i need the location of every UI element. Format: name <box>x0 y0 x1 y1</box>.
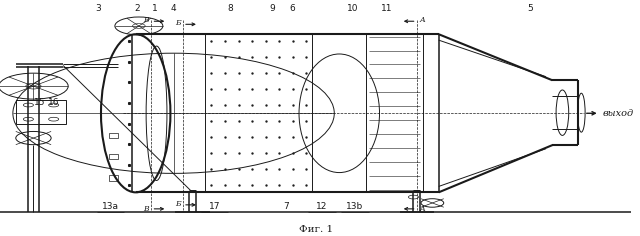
Text: 2: 2 <box>135 4 140 13</box>
Circle shape <box>132 24 145 28</box>
Text: 12: 12 <box>316 202 328 211</box>
Text: 6: 6 <box>289 4 295 13</box>
Text: В: В <box>143 205 149 213</box>
Bar <box>109 175 118 181</box>
Text: 5: 5 <box>527 4 533 13</box>
Text: 15: 15 <box>34 98 45 107</box>
Bar <box>16 100 67 124</box>
Text: 9: 9 <box>270 4 276 13</box>
Text: 17: 17 <box>209 202 220 211</box>
Bar <box>109 154 118 159</box>
Text: 11: 11 <box>381 4 392 13</box>
Text: 1: 1 <box>152 4 157 13</box>
Text: 8: 8 <box>227 4 233 13</box>
Text: Фиг. 1: Фиг. 1 <box>298 225 333 234</box>
Text: 7: 7 <box>283 202 289 211</box>
Text: 10: 10 <box>346 4 358 13</box>
Bar <box>109 133 118 138</box>
Text: 4: 4 <box>171 4 177 13</box>
Text: А: А <box>419 16 425 24</box>
Text: 3: 3 <box>95 4 100 13</box>
Text: А: А <box>419 205 425 213</box>
Text: 16: 16 <box>48 98 60 107</box>
Text: 13b: 13b <box>346 202 364 211</box>
Text: Б: Б <box>175 200 180 208</box>
Text: выход: выход <box>603 109 634 118</box>
Text: 13a: 13a <box>102 202 119 211</box>
Text: В: В <box>143 16 149 24</box>
Text: Б: Б <box>175 19 180 27</box>
